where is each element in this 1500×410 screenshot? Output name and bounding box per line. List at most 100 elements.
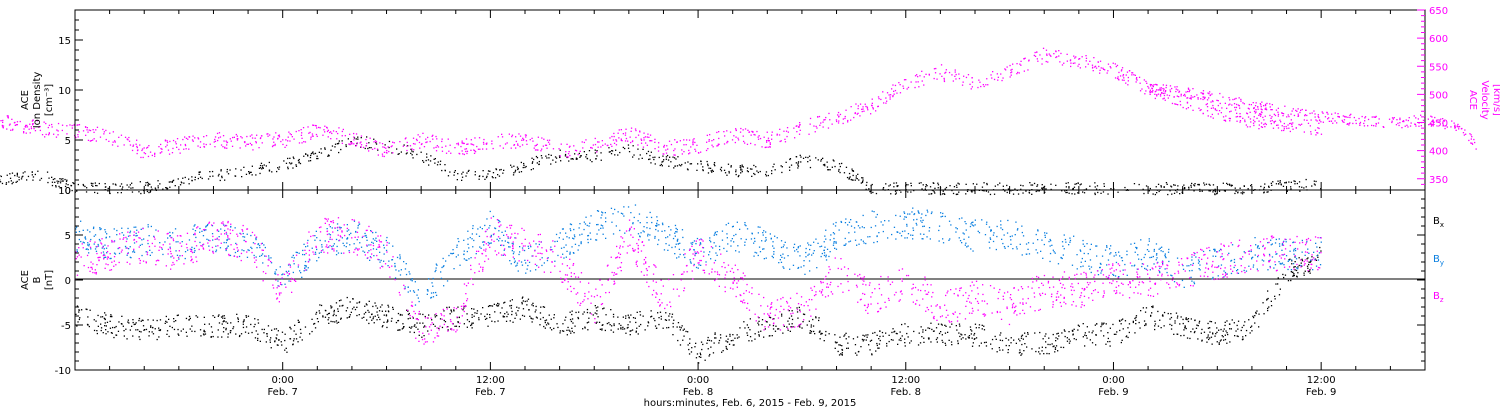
density-series-point (723, 169, 726, 171)
bx-series-point (1240, 329, 1242, 332)
velocity-series-point (272, 144, 274, 147)
by-series-point (176, 254, 179, 256)
density-series-point (34, 173, 36, 176)
density-series-point (487, 173, 489, 175)
density-series-point (1170, 186, 1173, 188)
velocity-series-point (103, 133, 105, 135)
velocity-series-after-gap-point (1184, 93, 1186, 96)
velocity-series-point (277, 135, 280, 137)
velocity-series-point (132, 145, 134, 147)
velocity-series-point (236, 138, 238, 140)
by-series-point (405, 263, 407, 265)
top-x-ticks (74, 10, 1426, 190)
velocity-series-point (902, 87, 905, 89)
bx-series-point (1035, 350, 1037, 353)
velocity-series-point (1283, 126, 1285, 128)
by-series-point (1113, 255, 1115, 257)
velocity-series-point (958, 73, 960, 75)
bx-series-point (1209, 331, 1211, 333)
velocity-series-point (855, 103, 857, 105)
bx-series-point (509, 305, 511, 307)
bx-series-point (379, 306, 382, 308)
bx-series-point (642, 315, 644, 317)
velocity-series-point (625, 128, 627, 130)
bx-series-point (920, 326, 922, 328)
bx-series-point (385, 315, 388, 317)
bx-series-point (487, 305, 490, 308)
velocity-series-point (483, 138, 485, 141)
by-series-point (796, 248, 798, 251)
by-series-point (1140, 258, 1143, 261)
velocity-series-point (420, 143, 423, 146)
velocity-series-point (436, 145, 438, 147)
bx-series-point (100, 327, 103, 329)
bx-series-point (1082, 336, 1084, 338)
density-series-point (653, 158, 655, 161)
density-series-point (1241, 193, 1244, 195)
velocity-series-point (594, 143, 597, 146)
velocity-series-after-gap-point (1150, 85, 1152, 87)
density-series-point (1038, 190, 1040, 192)
velocity-series-point (513, 144, 516, 146)
density-series-point (1311, 185, 1313, 187)
velocity-series-point (515, 147, 517, 149)
by-series-point (87, 248, 89, 251)
velocity-series-point (1121, 69, 1123, 71)
density-series-point (1094, 193, 1096, 196)
by-series-point (678, 248, 680, 250)
bx-series-point (923, 337, 925, 339)
velocity-series-after-gap-point (1255, 109, 1257, 111)
bx-series-point (677, 322, 680, 324)
by-series-point (76, 250, 78, 253)
density-series-point (1050, 183, 1052, 185)
velocity-series-after-gap-point (1319, 119, 1321, 121)
bx-series-point (758, 334, 760, 336)
velocity-series-point (249, 135, 251, 137)
bx-series-point (1045, 341, 1047, 343)
velocity-series-point (355, 145, 357, 147)
density-series-point (1208, 183, 1210, 185)
bx-series-point (104, 312, 106, 314)
bx-series-point (454, 325, 456, 327)
velocity-series-after-gap-point (1157, 93, 1160, 95)
bx-series-point (86, 308, 88, 311)
velocity-series-point (615, 144, 618, 146)
density-series-point (37, 170, 39, 172)
bx-series-point (263, 328, 265, 331)
velocity-series-after-gap-point (1287, 114, 1289, 116)
velocity-series-after-gap-point (1336, 122, 1338, 124)
velocity-series-point (2, 119, 4, 122)
bx-series-point (584, 326, 586, 328)
by-series-point (782, 253, 784, 255)
bx-series-point (962, 337, 964, 339)
by-series-point (1136, 268, 1138, 270)
bx-series-point (628, 316, 630, 318)
by-series-point (104, 231, 107, 233)
density-series-point (742, 166, 744, 168)
bx-series-point (365, 311, 367, 314)
velocity-series-point (11, 118, 13, 120)
bx-series-point (118, 321, 120, 323)
bx-series-point (1143, 320, 1146, 322)
velocity-series-point (1075, 56, 1077, 58)
velocity-series-point (750, 142, 752, 145)
bx-series-point (638, 325, 640, 327)
velocity-series-point (315, 125, 317, 127)
velocity-series-point (565, 151, 567, 153)
bx-series-point (534, 311, 536, 313)
density-series-point (277, 167, 279, 169)
bx-series-point (1163, 325, 1165, 327)
density-series-point (403, 144, 405, 146)
bx-series-point (1013, 339, 1015, 341)
density-series-point (826, 166, 829, 168)
velocity-series-point (32, 123, 34, 125)
by-series-point (968, 236, 970, 238)
density-series-point (1096, 185, 1099, 187)
density-series-point (73, 182, 75, 185)
by-series-point (526, 268, 528, 270)
density-series-point (1214, 191, 1217, 193)
density-series-point (172, 179, 175, 181)
velocity-series-point (344, 135, 346, 137)
bx-series-point (186, 335, 188, 337)
bx-series-point (132, 321, 134, 324)
